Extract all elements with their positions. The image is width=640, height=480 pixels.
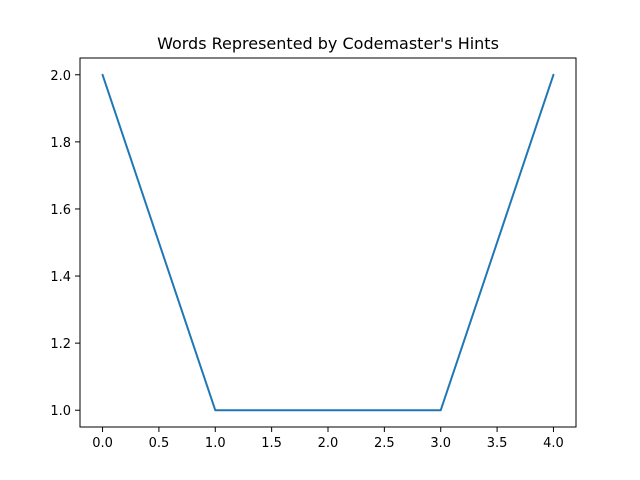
x-tick-label: 1.5 — [261, 436, 282, 451]
x-tick-label: 3.5 — [487, 436, 508, 451]
series-line-0 — [101, 73, 555, 412]
series-group — [101, 73, 555, 412]
x-tick-label: 0.5 — [149, 436, 170, 451]
x-tick-label: 1.0 — [205, 436, 226, 451]
y-tick-label: 1.4 — [50, 270, 71, 285]
chart-title: Words Represented by Codemaster's Hints — [157, 34, 499, 53]
y-axis: 1.0 1.2 1.4 1.6 1.8 2.0 — [50, 69, 80, 419]
x-tick-label: 2.0 — [318, 436, 339, 451]
plot-area: 0.0 0.5 1.0 1.5 2.0 2.5 3.0 3.5 4.0 1.0 1.2 1.4 1.6… — [50, 57, 577, 451]
y-tick-label: 1.0 — [50, 404, 71, 419]
y-tick-label: 1.8 — [50, 136, 71, 151]
y-tick-label: 1.6 — [50, 203, 71, 218]
x-tick-label: 0.0 — [92, 436, 113, 451]
x-tick-label: 2.5 — [374, 436, 395, 451]
x-tick-label: 4.0 — [543, 436, 564, 451]
x-tick-label: 3.0 — [430, 436, 451, 451]
y-tick-label: 2.0 — [50, 69, 71, 84]
x-axis: 0.0 0.5 1.0 1.5 2.0 2.5 3.0 3.5 4.0 — [92, 427, 564, 451]
y-tick-label: 1.2 — [50, 337, 71, 352]
